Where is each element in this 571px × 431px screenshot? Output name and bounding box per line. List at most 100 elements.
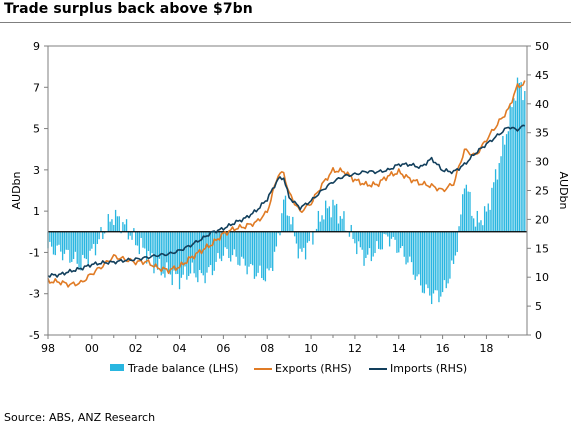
trade-balance-bar (248, 231, 250, 267)
trade-balance-bar (239, 231, 241, 266)
y-left-tick-label: 5 (33, 123, 40, 136)
trade-balance-bar (131, 231, 133, 240)
trade-balance-bar (390, 231, 393, 239)
trade-balance-bar (275, 231, 278, 247)
trade-balance-bar (379, 231, 382, 250)
legend-label-imports: Imports (RHS) (390, 362, 467, 375)
trade-balance-bar (509, 105, 511, 232)
trade-balance-bar (368, 231, 371, 249)
y-left-tick-label: 1 (33, 205, 40, 218)
trade-balance-bar (372, 231, 374, 257)
trade-balance-bar (65, 231, 67, 250)
trade-balance-bar (396, 231, 398, 253)
y-right-tick-label: 20 (535, 213, 549, 226)
trade-balance-bars (47, 77, 526, 305)
trade-balance-bar (398, 231, 400, 253)
y-right-tick-label: 45 (535, 69, 549, 82)
trade-balance-bar (151, 231, 153, 254)
trade-balance-bar (69, 231, 71, 263)
trade-balance-bar (403, 231, 405, 257)
trade-balance-bar (505, 134, 508, 232)
trade-balance-bar (502, 136, 504, 232)
trade-balance-bar (423, 231, 425, 294)
trade-balance-bar (520, 82, 522, 232)
trade-balance-bar (385, 231, 387, 235)
trade-balance-bar (500, 156, 502, 232)
trade-balance-bar (299, 231, 301, 249)
y-left-tick-label: 3 (33, 164, 40, 177)
title-rule (0, 22, 571, 23)
trade-balance-bar (339, 216, 341, 232)
trade-balance-bar (449, 231, 451, 279)
y-right-tick-label: 40 (535, 98, 549, 111)
trade-balance-bar (80, 231, 82, 271)
trade-balance-bar (259, 231, 261, 266)
trade-balance-bar (410, 231, 413, 263)
trade-balance-bar (167, 231, 170, 273)
trade-balance-bar (452, 231, 455, 264)
trade-balance-bar (463, 188, 466, 232)
trade-balance-bar (445, 231, 447, 289)
trade-balance-bar (144, 231, 146, 249)
trade-balance-bar (158, 231, 161, 259)
trade-balance-bar (103, 231, 106, 234)
trade-balance-bar (135, 231, 137, 246)
trade-balance-bar (180, 231, 183, 278)
trade-balance-bar (405, 231, 407, 265)
trade-balance-bar (182, 231, 184, 275)
trade-balance-bar (440, 231, 442, 297)
trade-balance-bar (354, 231, 356, 244)
trade-balance-bar (149, 231, 151, 256)
trade-balance-bar (485, 211, 488, 232)
trade-balance-bar (281, 213, 283, 232)
x-tick-label: 08 (260, 342, 274, 355)
trade-balance-bar (487, 203, 489, 232)
trade-balance-bar (330, 217, 332, 232)
imports-line (47, 124, 526, 278)
y-left-tick-label: -3 (29, 288, 40, 301)
trade-balance-bar (140, 231, 142, 238)
trade-balance-bar (460, 214, 462, 232)
trade-balance-bar (304, 231, 307, 260)
y-left-tick-label: -1 (29, 246, 40, 259)
trade-balance-bar (61, 231, 64, 261)
trade-balance-bar (133, 228, 135, 232)
trade-balance-bar (491, 187, 493, 232)
trade-balance-bar (186, 231, 188, 280)
trade-balance-bar (118, 216, 120, 232)
trade-balance-bar (54, 231, 56, 256)
trade-balance-bar (217, 231, 219, 254)
trade-balance-bar (226, 231, 228, 249)
y-right-tick-label: 15 (535, 242, 549, 255)
trade-balance-bar (283, 199, 285, 232)
trade-balance-bar (67, 231, 69, 250)
trade-balance-bar (116, 216, 119, 232)
trade-balance-bar (262, 231, 265, 281)
y-right-tick-label: 0 (535, 329, 542, 342)
y-axis-left: -5 -3 -1 1 3 5 7 9 (29, 40, 48, 342)
trade-balance-bar (261, 231, 263, 279)
x-tick-label: 18 (479, 342, 493, 355)
trade-balance-bar (153, 231, 155, 274)
trade-balance-bar (350, 224, 352, 232)
trade-balance-bar (240, 231, 243, 257)
trade-balance-bar (328, 206, 330, 232)
x-tick-label: 98 (41, 342, 55, 355)
trade-balance-bar (288, 216, 290, 232)
trade-balance-bar (293, 231, 296, 237)
trade-balance-bar (332, 199, 334, 232)
trade-balance-bar (87, 231, 89, 267)
trade-balance-bar (197, 231, 199, 283)
trade-balance-bar (166, 231, 168, 263)
trade-balance-bar (224, 231, 226, 248)
trade-balance-bar (489, 209, 491, 232)
trade-balance-bar (425, 231, 427, 285)
trade-balance-bar (215, 231, 217, 262)
trade-balance-bar (253, 231, 256, 279)
trade-balance-bar (177, 231, 179, 274)
trade-balance-bar (378, 231, 380, 249)
trade-balance-bar (343, 211, 345, 232)
trade-balance-bar (480, 220, 482, 232)
trade-balance-bar (478, 222, 480, 232)
